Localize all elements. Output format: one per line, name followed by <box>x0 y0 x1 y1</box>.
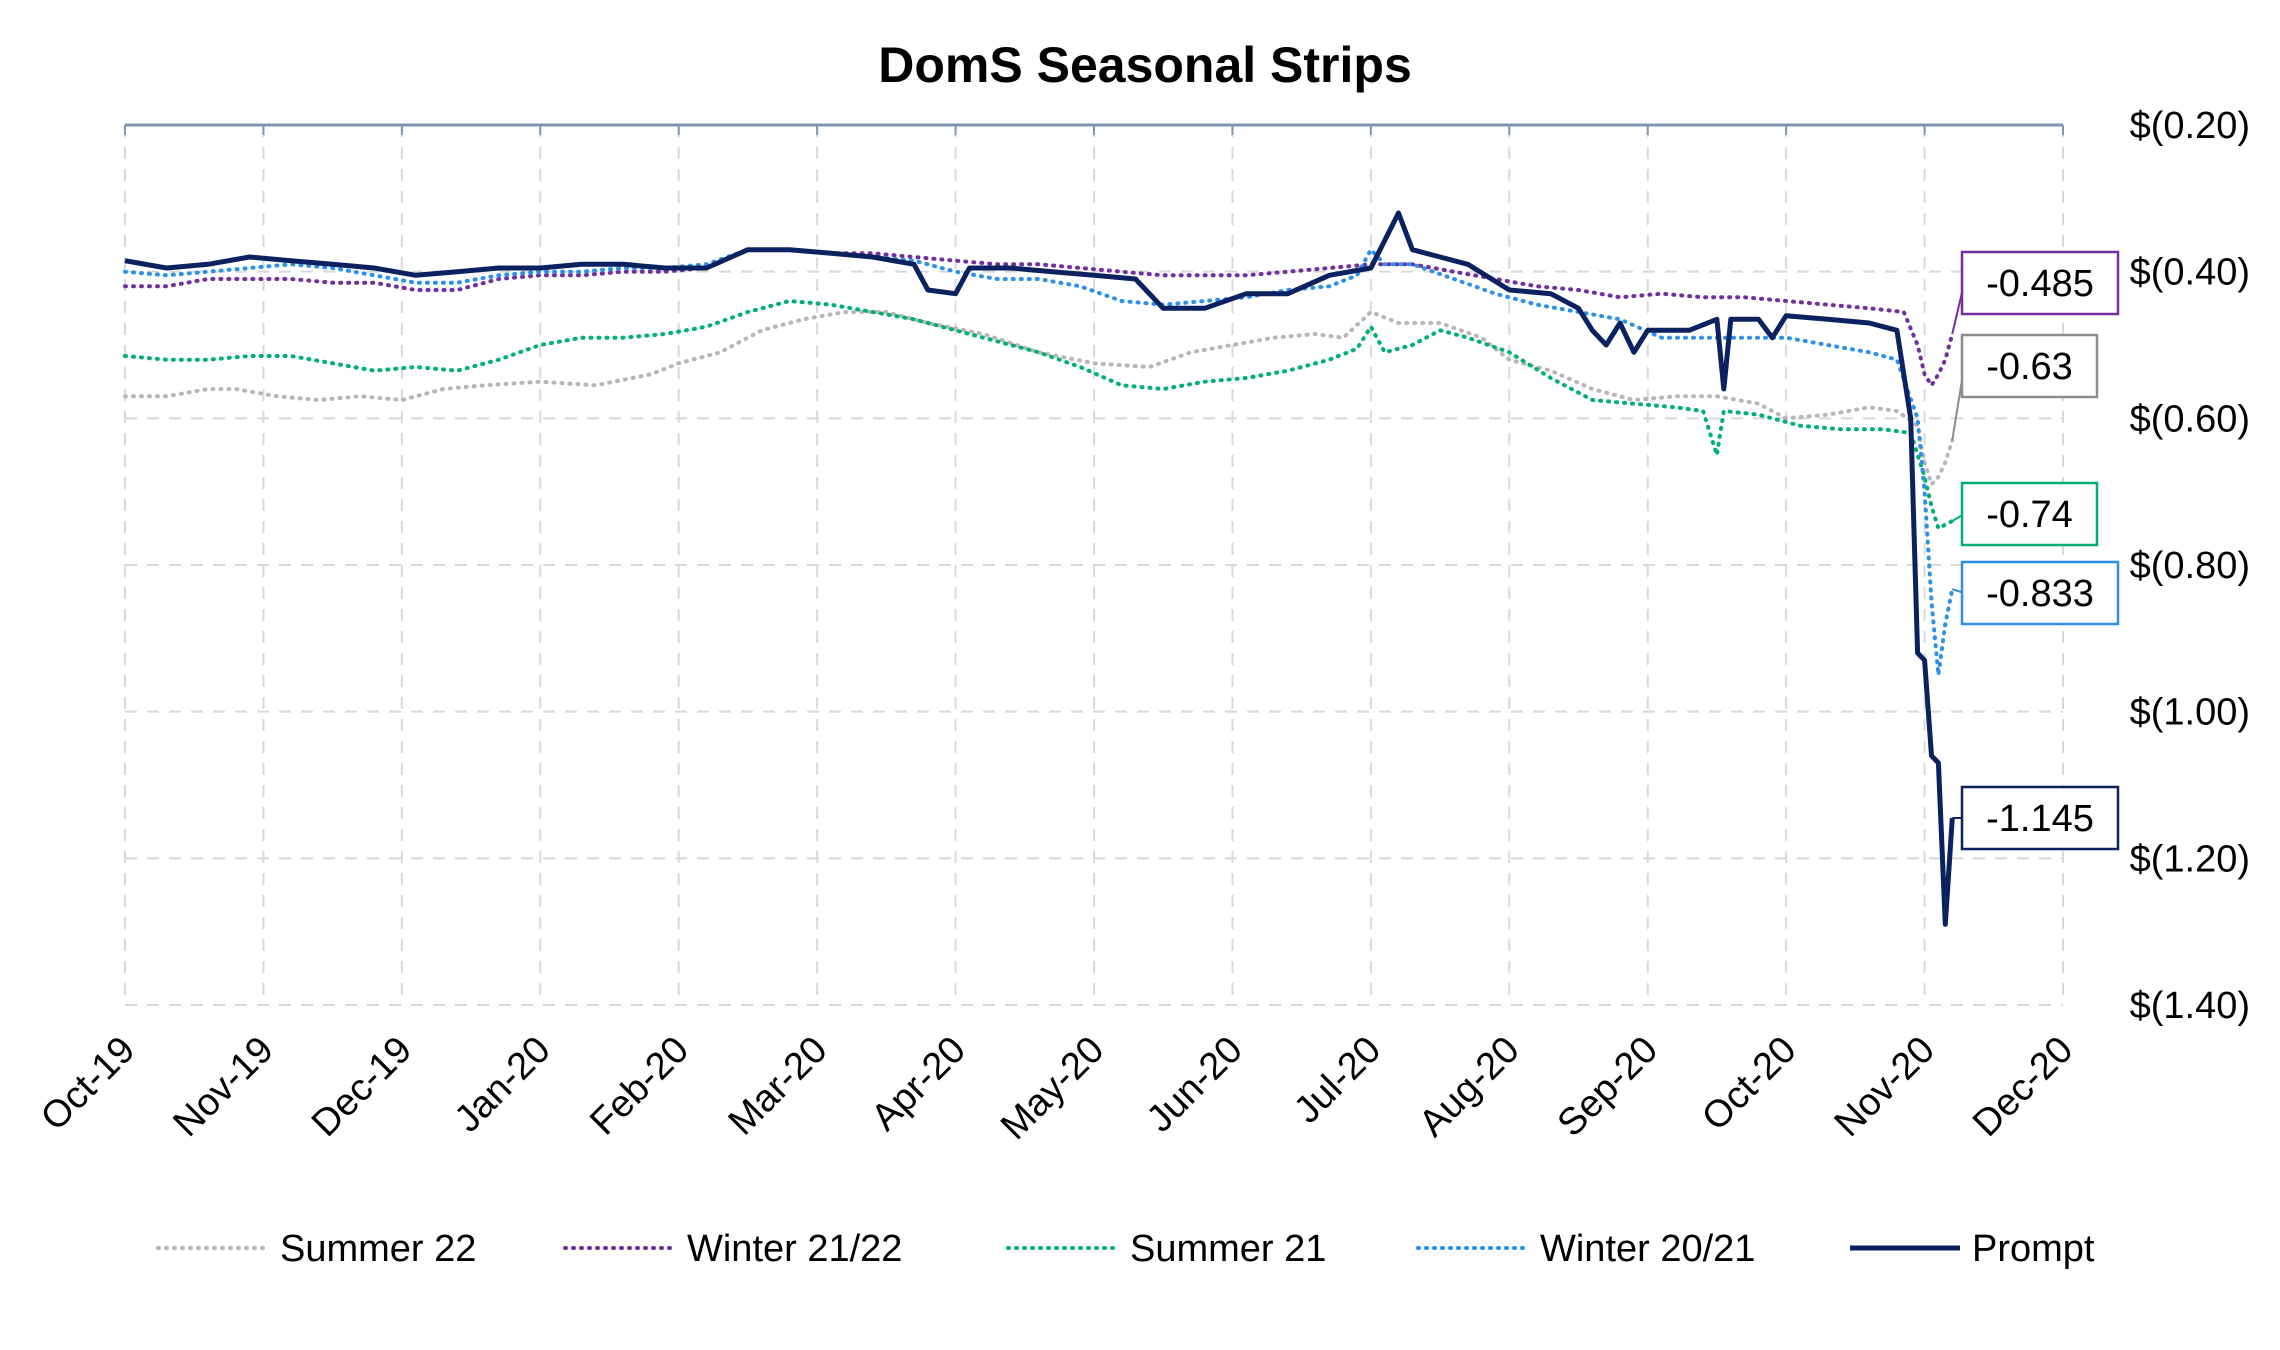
x-tick-label: Oct-19 <box>33 1029 143 1139</box>
x-tick-label: Nov-20 <box>1827 1029 1943 1145</box>
legend-label: Prompt <box>1972 1228 2095 1270</box>
callout-value: -0.833 <box>1986 573 2094 615</box>
y-tick-label: $(1.00) <box>2130 692 2250 734</box>
x-tick-label: Jan-20 <box>447 1029 559 1141</box>
end-value-callouts: -0.485 -0.63 -0.74 -0.833 -1.145 <box>1951 250 2120 851</box>
legend-label: Winter 20/21 <box>1540 1228 1755 1270</box>
callout-box <box>1960 785 2120 851</box>
callout-value: -0.63 <box>1986 346 2073 388</box>
chart-title: DomS Seasonal Strips <box>878 37 1412 93</box>
callout-value: -1.145 <box>1986 798 2094 840</box>
callout-value: -0.74 <box>1986 494 2073 536</box>
series-line-prompt <box>124 210 1955 927</box>
y-tick-label: $(0.80) <box>2130 545 2250 587</box>
callout-box <box>1960 560 2120 626</box>
callout-value: -0.485 <box>1986 263 2094 305</box>
x-tick-label: Dec-20 <box>1965 1029 2081 1145</box>
x-tick-label: May-20 <box>993 1029 1112 1148</box>
legend-label: Winter 21/22 <box>687 1228 902 1270</box>
y-tick-label: $(0.20) <box>2130 105 2250 147</box>
x-tick-label: Feb-20 <box>582 1029 697 1144</box>
series-line-summer-22 <box>123 310 1955 487</box>
x-tick-label: Sep-20 <box>1550 1029 1666 1145</box>
gridlines <box>124 125 2064 1006</box>
x-tick-label: Mar-20 <box>721 1029 836 1144</box>
series-lines <box>123 210 1955 927</box>
legend-label: Summer 22 <box>280 1228 476 1270</box>
callout-box <box>1960 250 2120 316</box>
callout-box <box>1960 481 2099 547</box>
y-tick-label: $(1.20) <box>2130 838 2250 880</box>
series-line-winter-21-22 <box>123 247 1955 388</box>
x-tick-label: Jul-20 <box>1286 1029 1389 1132</box>
x-tick-label: Nov-19 <box>165 1029 281 1145</box>
x-tick-label: Jun-20 <box>1139 1029 1251 1141</box>
y-tick-label: $(0.60) <box>2130 398 2250 440</box>
y-tick-label: $(1.40) <box>2130 985 2250 1027</box>
x-tick-label: Oct-20 <box>1694 1029 1804 1139</box>
series-line-summer-21 <box>123 299 1955 531</box>
x-tick-label: Aug-20 <box>1411 1029 1527 1145</box>
x-tick-label: Dec-19 <box>304 1029 420 1145</box>
legend: Summer 22 Winter 21/22 Summer 21 Winter 20/… <box>156 1228 2095 1270</box>
callout-box <box>1960 333 2099 399</box>
series-line-winter-20-21 <box>123 247 1955 677</box>
x-tick-label: Apr-20 <box>864 1029 974 1139</box>
y-tick-label: $(0.40) <box>2130 252 2250 294</box>
legend-label: Summer 21 <box>1130 1228 1326 1270</box>
